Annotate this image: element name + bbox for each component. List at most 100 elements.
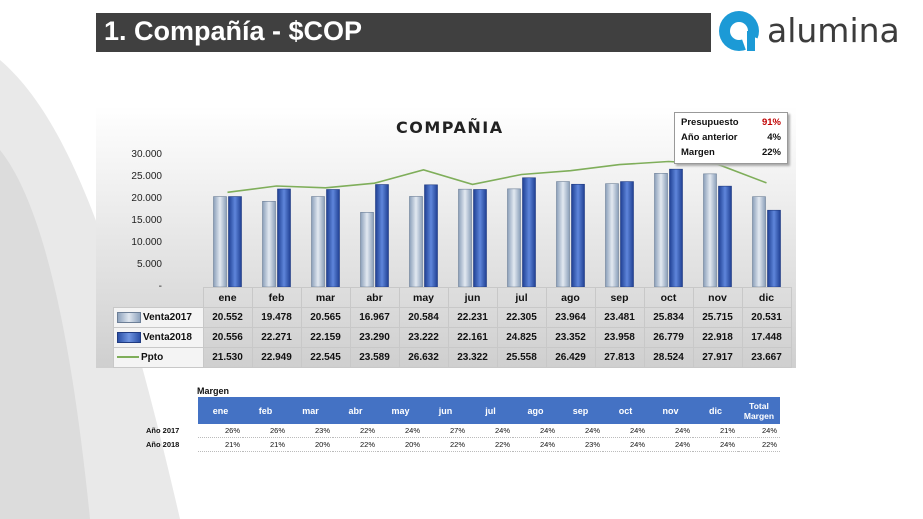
bar-venta2017-abr (360, 212, 374, 288)
margin-value: 22% (333, 437, 378, 452)
chart-title: COMPAÑIA (396, 118, 504, 137)
margin-header: sep (558, 397, 603, 424)
margin-value-total: 24% (738, 424, 780, 438)
bar-venta2017-dic (752, 196, 766, 288)
data-label: 23.352 (545, 327, 596, 348)
y-tick-label: - (158, 281, 162, 292)
bar-venta2017-ago (556, 181, 570, 288)
y-tick-label: 30.000 (131, 149, 162, 160)
series-name: Ppto (141, 352, 164, 363)
sales-chart-panel: COMPAÑIA 30.000 25.000 20.000 15.000 10.… (96, 106, 796, 368)
bar-venta2018-dic (767, 209, 781, 288)
legend-swatch (117, 356, 139, 359)
data-label: 25.558 (496, 347, 547, 368)
logo-icon (719, 11, 759, 53)
margin-value: 22% (333, 424, 378, 438)
bar-venta2018-feb (277, 188, 291, 288)
page-title: 1. Compañía - $COP (104, 16, 363, 46)
margin-value: 24% (558, 424, 603, 438)
margin-value: 22% (423, 437, 468, 452)
data-label: 20.531 (741, 307, 792, 328)
margin-header: jul (468, 397, 513, 424)
series-row-venta2018: Venta2018 20.556 22.271 22.159 23.290 23… (113, 327, 792, 348)
margin-value: 24% (648, 437, 693, 452)
margin-value: 23% (288, 424, 333, 438)
bar-venta2017-mar (311, 196, 325, 288)
bar-venta2018-nov (718, 185, 732, 288)
category-label: sep (594, 287, 645, 308)
series-name: Venta2017 (143, 312, 192, 324)
margin-header: jun (423, 397, 468, 424)
y-tick-label: 15.000 (131, 215, 162, 226)
data-label: 27.813 (594, 347, 645, 368)
title-bar: 1. Compañía - $COP (96, 13, 711, 52)
margin-header: may (378, 397, 423, 424)
data-label: 26.779 (643, 327, 694, 348)
margin-value: 24% (603, 424, 648, 438)
bar-venta2018-jul (522, 177, 536, 288)
bar-venta2018-mar (326, 189, 340, 288)
bar-venta2017-jun (458, 188, 472, 288)
margin-value: 21% (693, 424, 738, 438)
category-label: may (398, 287, 449, 308)
margin-header: oct (603, 397, 648, 424)
bar-venta2018-abr (375, 184, 389, 288)
bar-venta2017-ene (213, 196, 227, 288)
data-label: 22.949 (251, 347, 302, 368)
data-label: 22.231 (447, 307, 498, 328)
data-label: 20.565 (300, 307, 351, 328)
margin-header: abr (333, 397, 378, 424)
bar-venta2018-oct (669, 168, 683, 288)
margin-value: 24% (378, 424, 423, 438)
summary-label: Año anterior (681, 132, 738, 143)
series-name: Venta2018 (143, 332, 192, 344)
margin-header-total: Total Margen (738, 397, 780, 424)
y-tick-label: 20.000 (131, 193, 162, 204)
data-label: 17.448 (741, 327, 792, 348)
margin-row-label: Año 2018 (146, 440, 180, 449)
margin-value: 24% (468, 424, 513, 438)
margin-table-caption: Margen (197, 386, 230, 396)
data-label: 27.917 (692, 347, 743, 368)
data-label: 23.667 (741, 347, 792, 368)
summary-box: Presupuesto 91% Año anterior 4% Margen 2… (674, 112, 788, 164)
summary-row-ano-anterior: Año anterior 4% (681, 132, 781, 145)
bar-venta2017-nov (703, 173, 717, 288)
category-label: jul (496, 287, 547, 308)
data-label: 22.161 (447, 327, 498, 348)
bar-venta2017-sep (605, 183, 619, 288)
margin-value: 20% (378, 437, 423, 452)
margin-header: mar (288, 397, 333, 424)
margin-value: 24% (693, 437, 738, 452)
data-label: 20.556 (202, 327, 253, 348)
margin-value: 22% (468, 437, 513, 452)
margin-row-2018: Año 2018 21% 21% 20% 22% 20% 22% 22% 24%… (146, 437, 780, 452)
category-label: mar (300, 287, 351, 308)
bar-venta2018-jun (473, 189, 487, 288)
series-row-venta2017: Venta2017 20.552 19.478 20.565 16.967 20… (113, 307, 792, 328)
series-legend-venta2018: Venta2018 (113, 327, 204, 348)
margin-value: 24% (648, 424, 693, 438)
margin-value: 27% (423, 424, 468, 438)
margin-header: ene (198, 397, 243, 424)
margin-value: 21% (243, 437, 288, 452)
margin-value: 24% (603, 437, 648, 452)
data-label: 22.305 (496, 307, 547, 328)
category-label: dic (741, 287, 792, 308)
y-tick-label: 5.000 (136, 259, 162, 270)
data-label: 23.290 (349, 327, 400, 348)
summary-label: Presupuesto (681, 117, 739, 128)
data-label: 26.429 (545, 347, 596, 368)
margin-header: feb (243, 397, 288, 424)
data-label: 20.584 (398, 307, 449, 328)
data-label: 23.958 (594, 327, 645, 348)
summary-value: 22% (761, 147, 781, 158)
bar-venta2018-ene (228, 196, 242, 288)
legend-swatch (117, 331, 141, 343)
logo-wordmark: alumina (767, 11, 900, 50)
margin-value: 24% (513, 437, 558, 452)
y-tick-label: 25.000 (131, 171, 162, 182)
data-label: 26.632 (398, 347, 449, 368)
category-label: oct (643, 287, 694, 308)
data-label: 23.322 (447, 347, 498, 368)
